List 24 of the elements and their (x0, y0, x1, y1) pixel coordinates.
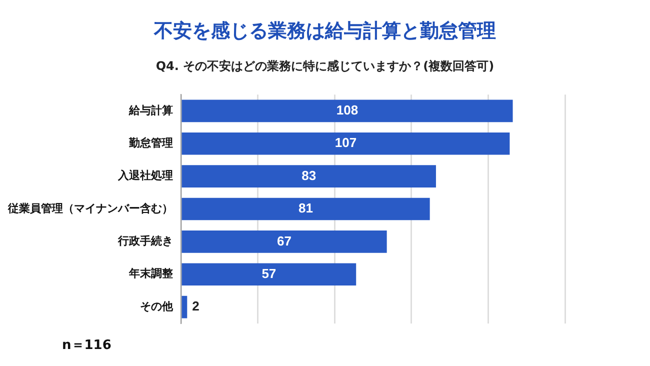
bar (182, 198, 430, 220)
bar (182, 165, 436, 188)
bar (182, 100, 513, 122)
data-label: 2 (192, 298, 200, 314)
text: n＝116 (62, 337, 112, 354)
data-label: 108 (336, 102, 358, 118)
bar (182, 230, 387, 253)
data-label: 83 (302, 168, 316, 183)
bar (182, 132, 510, 155)
y-tick-label: 入退社処理 (117, 169, 173, 182)
y-tick-label: 従業員管理（マイナンバー含む） (7, 202, 173, 215)
y-tick-label: その他 (140, 300, 174, 313)
y-tick-label: 行政手続き (117, 234, 173, 248)
y-tick-label: 給与計算 (128, 104, 173, 117)
bar (182, 296, 188, 318)
y-tick-label: 年末調整 (128, 267, 174, 280)
bar (182, 263, 356, 286)
y-tick-label: 勤怠管理 (128, 136, 173, 150)
data-label: 57 (262, 266, 276, 281)
data-label: 107 (334, 135, 357, 150)
data-label: 81 (298, 200, 314, 216)
chart-title: 不安を感じる業務は給与計算と勤怠管理 (152, 19, 497, 44)
chart-subtitle: Q4. その不安はどの業務に特に感じていますか？(複数回答可) (154, 58, 496, 75)
data-label: 67 (277, 233, 292, 248)
